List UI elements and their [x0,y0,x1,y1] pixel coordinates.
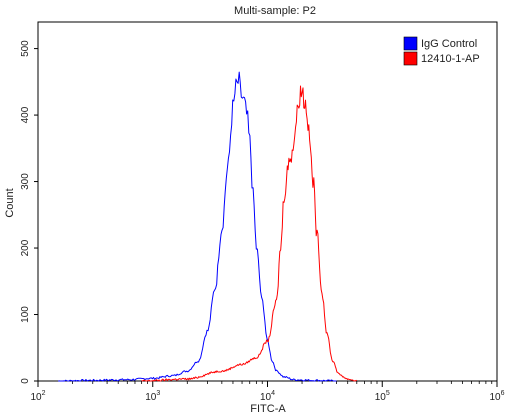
y-tick-label: 100 [20,306,31,323]
y-tick-label: 0 [20,378,31,384]
x-tick-label: 106 [489,390,504,403]
legend-label-antibody: 12410-1-AP [421,53,480,65]
y-tick-label: 200 [20,239,31,256]
series-line-1 [141,85,357,382]
x-tick-label: 103 [145,390,160,403]
y-axis-title: Count [4,188,16,217]
x-tick-label: 102 [30,390,45,403]
legend: IgG Control 12410-1-AP [403,36,480,66]
x-axis: 102 103 104 105 106 [30,381,505,403]
y-axis: 0 100 200 300 400 500 [20,40,38,384]
series-layer [58,71,357,382]
y-tick-label: 300 [20,173,31,190]
legend-swatch-igg [403,36,418,51]
x-tick-label: 104 [260,390,275,403]
plot-frame [37,21,498,382]
y-tick-label: 400 [20,106,31,123]
legend-label-igg: IgG Control [421,38,477,50]
plot-area [37,21,498,382]
x-axis-title: FITC-A [250,403,286,415]
chart-title: Multi-sample: P2 [234,5,316,17]
series-line-0 [58,71,337,382]
x-tick-label: 105 [375,390,390,403]
legend-swatch-antibody [403,51,418,66]
y-tick-label: 500 [20,40,31,57]
